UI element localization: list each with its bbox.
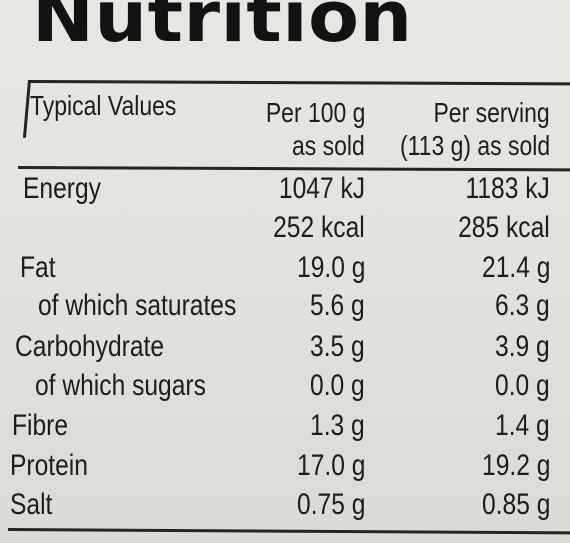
row-per100-saturates: 5.6 g [310,289,365,322]
row-serving-protein: 19.2 g [481,449,550,482]
row-per100-fat: 19.0 g [296,251,365,284]
row-per100-protein: 17.0 g [296,449,365,482]
row-serving-salt: 0.85 g [481,488,550,521]
row-label-salt: Salt [10,488,53,521]
row-per100-energy-kj: 1047 kJ [278,172,365,205]
row-label-fat: Fat [20,251,56,284]
header-typical-values: Typical Values [30,90,177,121]
row-serving-fibre: 1.4 g [495,409,550,442]
row-serving-carbohydrate: 3.9 g [495,330,550,363]
header-per100-line2: as sold [292,130,365,161]
row-label-energy: Energy [23,172,101,205]
row-label-protein: Protein [10,449,88,482]
row-label-fibre: Fibre [12,409,69,442]
row-per100-sugars: 0.0 g [310,369,365,402]
row-per100-fibre: 1.3 g [310,409,365,442]
row-serving-saturates: 6.3 g [495,289,550,322]
row-label-sugars: of which sugars [35,369,206,402]
row-serving-fat: 21.4 g [481,251,550,284]
header-per100-line1: Per 100 g [265,97,365,128]
row-serving-sugars: 0.0 g [495,369,550,402]
row-serving-energy-kcal: 285 kcal [458,211,550,244]
row-label-carbohydrate: Carbohydrate [15,330,165,363]
row-per100-energy-kcal: 252 kcal [273,211,365,244]
nutrition-title: Nutrition [32,0,413,58]
header-serving-line1: Per serving [433,97,550,128]
row-per100-salt: 0.75 g [296,488,365,521]
header-serving-line2: (113 g) as sold [399,130,550,161]
row-serving-energy-kj: 1183 kJ [465,172,550,205]
row-label-saturates: of which saturates [38,289,237,322]
row-per100-carbohydrate: 3.5 g [310,330,365,363]
